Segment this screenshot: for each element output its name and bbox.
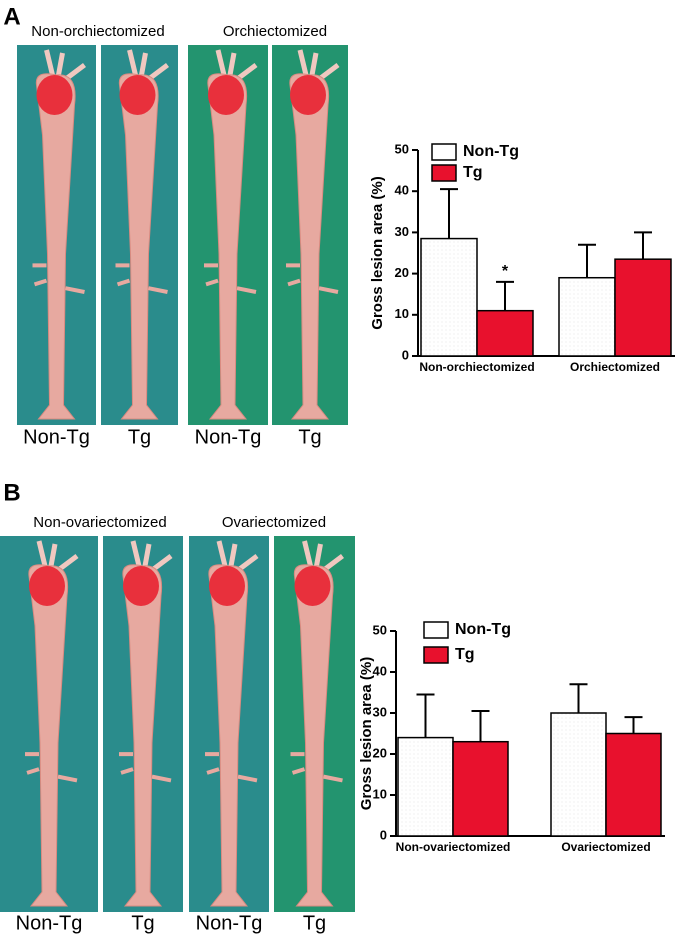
x-tick-label: Non-orchiectomized: [419, 360, 534, 374]
y-axis-label: Gross lesion area (%): [358, 657, 375, 810]
renal-branches: [25, 752, 78, 783]
bar: [614, 258, 672, 357]
photo-label: Tg: [131, 912, 154, 934]
group-label: Ovariectomized: [222, 514, 326, 531]
legend-swatch: [431, 143, 457, 161]
y-tick-label: 0: [380, 827, 387, 842]
aorta: [207, 73, 248, 420]
aorta: [208, 564, 249, 907]
y-tick-label: 30: [395, 224, 409, 239]
aortic-arch: [209, 566, 245, 606]
x-tick-label: Orchiectomized: [570, 360, 660, 374]
y-tick-label: 40: [373, 663, 387, 678]
bar: [452, 740, 509, 837]
photo-label: Non-Tg: [23, 426, 90, 448]
aortic-arch: [294, 566, 331, 606]
group-label: Non-orchiectomized: [31, 23, 164, 40]
bar: [550, 712, 607, 837]
photo-label: Non-Tg: [195, 426, 262, 448]
aorta: [293, 564, 334, 907]
y-tick-label: 40: [395, 183, 409, 198]
renal-branches: [286, 263, 339, 294]
aortic-arch: [119, 75, 156, 115]
significance-mark: *: [502, 263, 509, 280]
y-tick-label: 50: [373, 622, 387, 637]
aortic-arch: [29, 566, 65, 606]
x-tick-label: Non-ovariectomized: [396, 840, 511, 854]
aortic-arch: [208, 75, 244, 115]
aortic-arch: [123, 566, 159, 606]
photo-label: Tg: [303, 912, 326, 934]
aorta: [289, 73, 330, 420]
y-tick-label: 50: [395, 141, 409, 156]
y-tick-label: 20: [373, 745, 387, 760]
renal-branches: [32, 263, 85, 294]
aorta: [122, 564, 163, 907]
group-label: Orchiectomized: [223, 23, 327, 40]
legend-swatch: [423, 621, 449, 639]
aortic-arch: [36, 75, 73, 115]
legend-swatch: [423, 646, 449, 664]
legend-label: Non-Tg: [463, 143, 519, 160]
x-tick-label: Ovariectomized: [561, 840, 650, 854]
photo-label: Tg: [128, 426, 151, 448]
legend-label: Tg: [455, 646, 475, 663]
legend-label: Tg: [463, 164, 483, 181]
legend-label: Non-Tg: [455, 621, 511, 638]
bar: [558, 276, 616, 357]
y-tick-label: 10: [373, 786, 387, 801]
photo-label: Non-Tg: [16, 912, 83, 934]
group-label: Non-ovariectomized: [33, 514, 166, 531]
bar: [420, 237, 478, 357]
renal-branches: [119, 752, 172, 783]
aortic-arch: [290, 75, 326, 115]
bar: [476, 309, 534, 357]
panel-label: A: [3, 3, 20, 30]
photo-label: Tg: [298, 426, 321, 448]
y-tick-label: 0: [402, 347, 409, 362]
bar: [397, 736, 454, 837]
y-tick-label: 10: [395, 306, 409, 321]
y-tick-label: 30: [373, 704, 387, 719]
aorta: [118, 73, 159, 420]
aorta: [35, 73, 76, 420]
photo-label: Non-Tg: [196, 912, 263, 934]
y-axis-label: Gross lesion area (%): [369, 176, 386, 329]
bar: [605, 732, 662, 837]
renal-branches: [205, 752, 258, 783]
renal-branches: [204, 263, 257, 294]
renal-branches: [115, 263, 168, 294]
y-tick-label: 20: [395, 265, 409, 280]
panel-label: B: [3, 479, 20, 506]
renal-branches: [290, 752, 343, 783]
legend-swatch: [431, 164, 457, 182]
aorta: [28, 564, 69, 907]
